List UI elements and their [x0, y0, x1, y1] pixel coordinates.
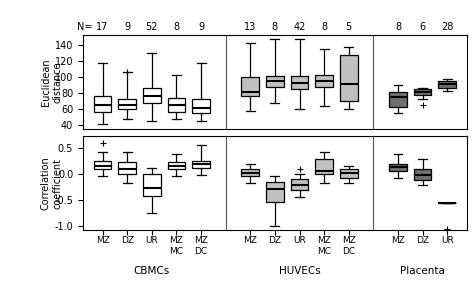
Text: 9: 9 — [198, 22, 204, 32]
PathPatch shape — [94, 96, 111, 112]
PathPatch shape — [241, 170, 259, 176]
Text: 8: 8 — [395, 22, 401, 32]
PathPatch shape — [168, 162, 185, 170]
PathPatch shape — [192, 160, 210, 168]
Text: CBMCs: CBMCs — [134, 266, 170, 276]
Text: 5: 5 — [346, 22, 352, 32]
PathPatch shape — [168, 98, 185, 112]
Text: 17: 17 — [96, 22, 109, 32]
PathPatch shape — [414, 89, 431, 95]
Text: HUVECs: HUVECs — [279, 266, 320, 276]
PathPatch shape — [266, 76, 284, 87]
PathPatch shape — [389, 92, 407, 107]
Text: 8: 8 — [321, 22, 327, 32]
PathPatch shape — [438, 81, 456, 88]
PathPatch shape — [315, 75, 333, 87]
PathPatch shape — [143, 174, 161, 196]
PathPatch shape — [340, 55, 357, 101]
Text: 8: 8 — [272, 22, 278, 32]
Y-axis label: Euclidean
distance: Euclidean distance — [41, 59, 63, 106]
Text: 6: 6 — [419, 22, 426, 32]
Text: Placenta: Placenta — [400, 266, 445, 276]
Text: 8: 8 — [173, 22, 180, 32]
PathPatch shape — [389, 164, 407, 171]
PathPatch shape — [241, 77, 259, 96]
Y-axis label: Correlation
coefficient: Correlation coefficient — [41, 156, 63, 210]
Text: 13: 13 — [244, 22, 256, 32]
Text: N=: N= — [77, 22, 93, 32]
PathPatch shape — [143, 88, 161, 103]
PathPatch shape — [291, 179, 309, 190]
Text: 28: 28 — [441, 22, 454, 32]
PathPatch shape — [118, 162, 136, 174]
PathPatch shape — [266, 181, 284, 202]
PathPatch shape — [340, 170, 357, 178]
PathPatch shape — [94, 160, 111, 170]
PathPatch shape — [414, 170, 431, 180]
PathPatch shape — [315, 159, 333, 174]
Text: 52: 52 — [146, 22, 158, 32]
PathPatch shape — [291, 76, 309, 89]
Text: 42: 42 — [293, 22, 306, 32]
Text: 9: 9 — [124, 22, 130, 32]
PathPatch shape — [192, 99, 210, 113]
PathPatch shape — [118, 99, 136, 109]
